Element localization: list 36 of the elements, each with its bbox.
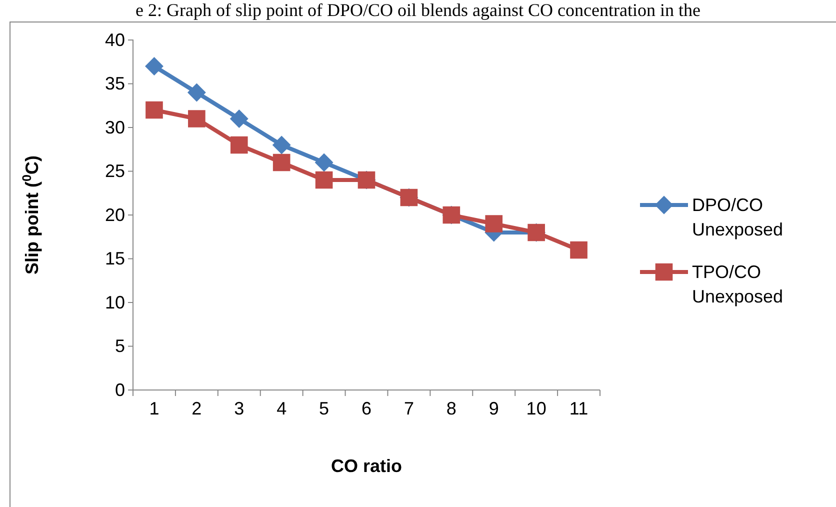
x-tick-label: 5	[319, 398, 330, 419]
point	[187, 83, 206, 102]
point	[570, 241, 588, 259]
y-tick-label: 20	[104, 204, 125, 225]
y-tick-label: 35	[104, 74, 125, 94]
x-tick-label: 2	[192, 398, 202, 419]
x-tick-label: 7	[404, 398, 414, 419]
x-tick-label: 4	[276, 398, 287, 419]
x-tick-label: 10	[526, 398, 546, 419]
y-tick-label: 0	[114, 380, 125, 400]
point	[315, 171, 333, 189]
point	[272, 136, 291, 154]
point	[230, 110, 248, 128]
point	[272, 154, 290, 172]
x-tick-label: 9	[488, 398, 499, 419]
point	[485, 215, 503, 232]
x-tick-label: 11	[569, 398, 588, 419]
y-tick-label: 40	[104, 30, 125, 50]
x-tick-label: 6	[361, 398, 372, 419]
point	[230, 136, 248, 154]
y-tick-label: 5	[114, 336, 125, 356]
legend-label: DPO/CO Unexposed	[692, 195, 784, 240]
point	[146, 101, 163, 119]
chart-title: e 2: Graph of slip point of DPO/CO oil blends against CO concentration in the	[136, 0, 700, 20]
y-tick-label: 15	[104, 248, 125, 269]
y-tick-label: 10	[104, 292, 125, 312]
x-tick-label: 1	[149, 398, 160, 419]
x-tick-label: 8	[446, 398, 456, 419]
y-tick-label: 30	[104, 117, 125, 138]
y-tick-label: 25	[104, 161, 125, 182]
point	[188, 110, 206, 128]
x-axis-title: CO ratio	[330, 456, 402, 476]
point	[145, 57, 164, 76]
legend-label: TPO/CO Unexposed	[692, 262, 784, 306]
x-tick-label: 3	[234, 398, 244, 419]
point	[314, 153, 334, 172]
